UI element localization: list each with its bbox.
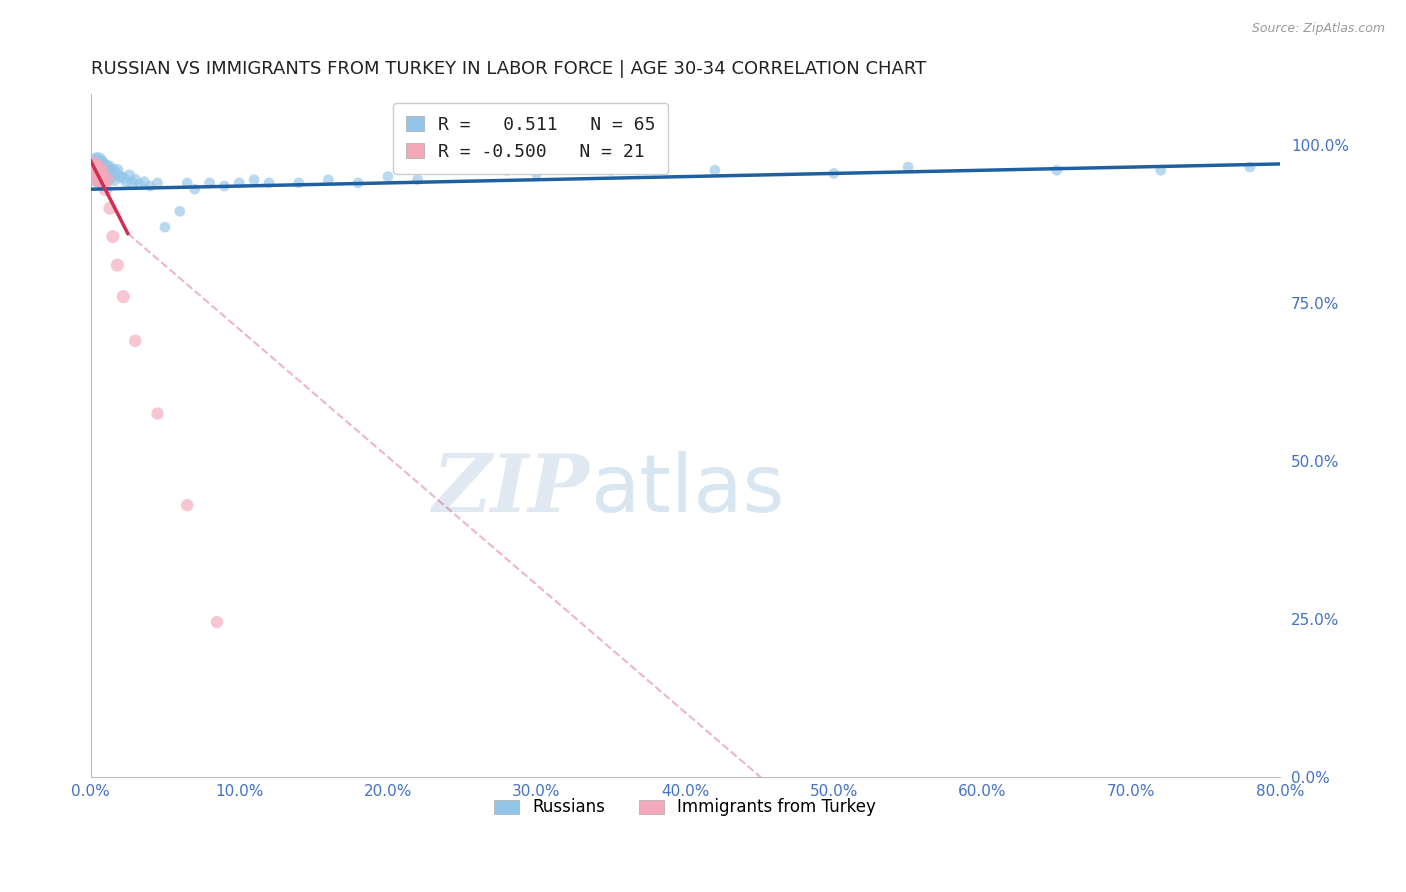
Point	[93, 163, 115, 178]
Point	[86, 169, 108, 184]
Point	[84, 166, 107, 180]
Point	[91, 169, 114, 184]
Point	[1046, 163, 1069, 178]
Point	[90, 163, 112, 178]
Point	[96, 172, 118, 186]
Point	[101, 229, 124, 244]
Point	[94, 169, 117, 184]
Point	[287, 176, 309, 190]
Point	[90, 172, 112, 186]
Point	[169, 204, 191, 219]
Point	[105, 163, 128, 178]
Point	[103, 172, 125, 186]
Point	[823, 166, 845, 180]
Point	[84, 157, 107, 171]
Point	[87, 172, 110, 186]
Point	[100, 169, 122, 184]
Point	[153, 220, 176, 235]
Point	[98, 166, 121, 180]
Point	[526, 166, 548, 180]
Point	[214, 179, 236, 194]
Point	[124, 172, 146, 186]
Point	[83, 157, 105, 171]
Text: ZIP: ZIP	[433, 451, 591, 529]
Point	[257, 176, 280, 190]
Legend: Russians, Immigrants from Turkey: Russians, Immigrants from Turkey	[488, 792, 883, 823]
Point	[176, 498, 198, 512]
Point	[87, 153, 110, 168]
Point	[91, 160, 114, 174]
Point	[87, 163, 110, 178]
Point	[139, 179, 162, 194]
Point	[243, 172, 266, 186]
Point	[183, 182, 205, 196]
Point	[96, 172, 118, 186]
Point	[205, 615, 228, 629]
Point	[495, 163, 517, 178]
Point	[89, 157, 111, 171]
Point	[89, 172, 111, 186]
Point	[89, 160, 111, 174]
Point	[146, 176, 169, 190]
Point	[90, 163, 112, 178]
Text: atlas: atlas	[591, 451, 785, 529]
Point	[318, 172, 340, 186]
Text: Source: ZipAtlas.com: Source: ZipAtlas.com	[1251, 22, 1385, 36]
Point	[93, 169, 115, 184]
Point	[84, 163, 107, 178]
Point	[93, 166, 115, 180]
Point	[91, 176, 114, 190]
Point	[121, 176, 143, 190]
Point	[89, 163, 111, 178]
Point	[377, 169, 399, 184]
Point	[90, 157, 112, 171]
Point	[703, 163, 725, 178]
Point	[90, 166, 112, 180]
Point	[86, 153, 108, 168]
Point	[84, 160, 107, 174]
Point	[94, 160, 117, 174]
Point	[97, 160, 120, 174]
Point	[105, 258, 128, 272]
Point	[86, 160, 108, 174]
Text: RUSSIAN VS IMMIGRANTS FROM TURKEY IN LABOR FORCE | AGE 30-34 CORRELATION CHART: RUSSIAN VS IMMIGRANTS FROM TURKEY IN LAB…	[90, 60, 927, 78]
Point	[115, 175, 138, 189]
Point	[897, 160, 920, 174]
Point	[1150, 163, 1173, 178]
Point	[97, 169, 120, 184]
Point	[198, 176, 221, 190]
Point	[87, 172, 110, 186]
Point	[94, 182, 117, 196]
Point	[124, 334, 146, 348]
Point	[104, 166, 127, 180]
Point	[112, 290, 135, 304]
Point	[347, 176, 370, 190]
Point	[146, 407, 169, 421]
Point	[134, 175, 156, 189]
Point	[87, 160, 110, 174]
Point	[228, 176, 250, 190]
Point	[599, 163, 621, 178]
Point	[86, 166, 108, 180]
Point	[128, 177, 150, 191]
Point	[83, 166, 105, 180]
Point	[406, 172, 429, 186]
Point	[176, 176, 198, 190]
Point	[1239, 160, 1261, 174]
Point	[112, 170, 135, 185]
Point	[96, 163, 118, 178]
Point	[101, 163, 124, 178]
Point	[118, 169, 141, 183]
Point	[98, 201, 121, 215]
Point	[110, 169, 132, 184]
Point	[89, 166, 111, 180]
